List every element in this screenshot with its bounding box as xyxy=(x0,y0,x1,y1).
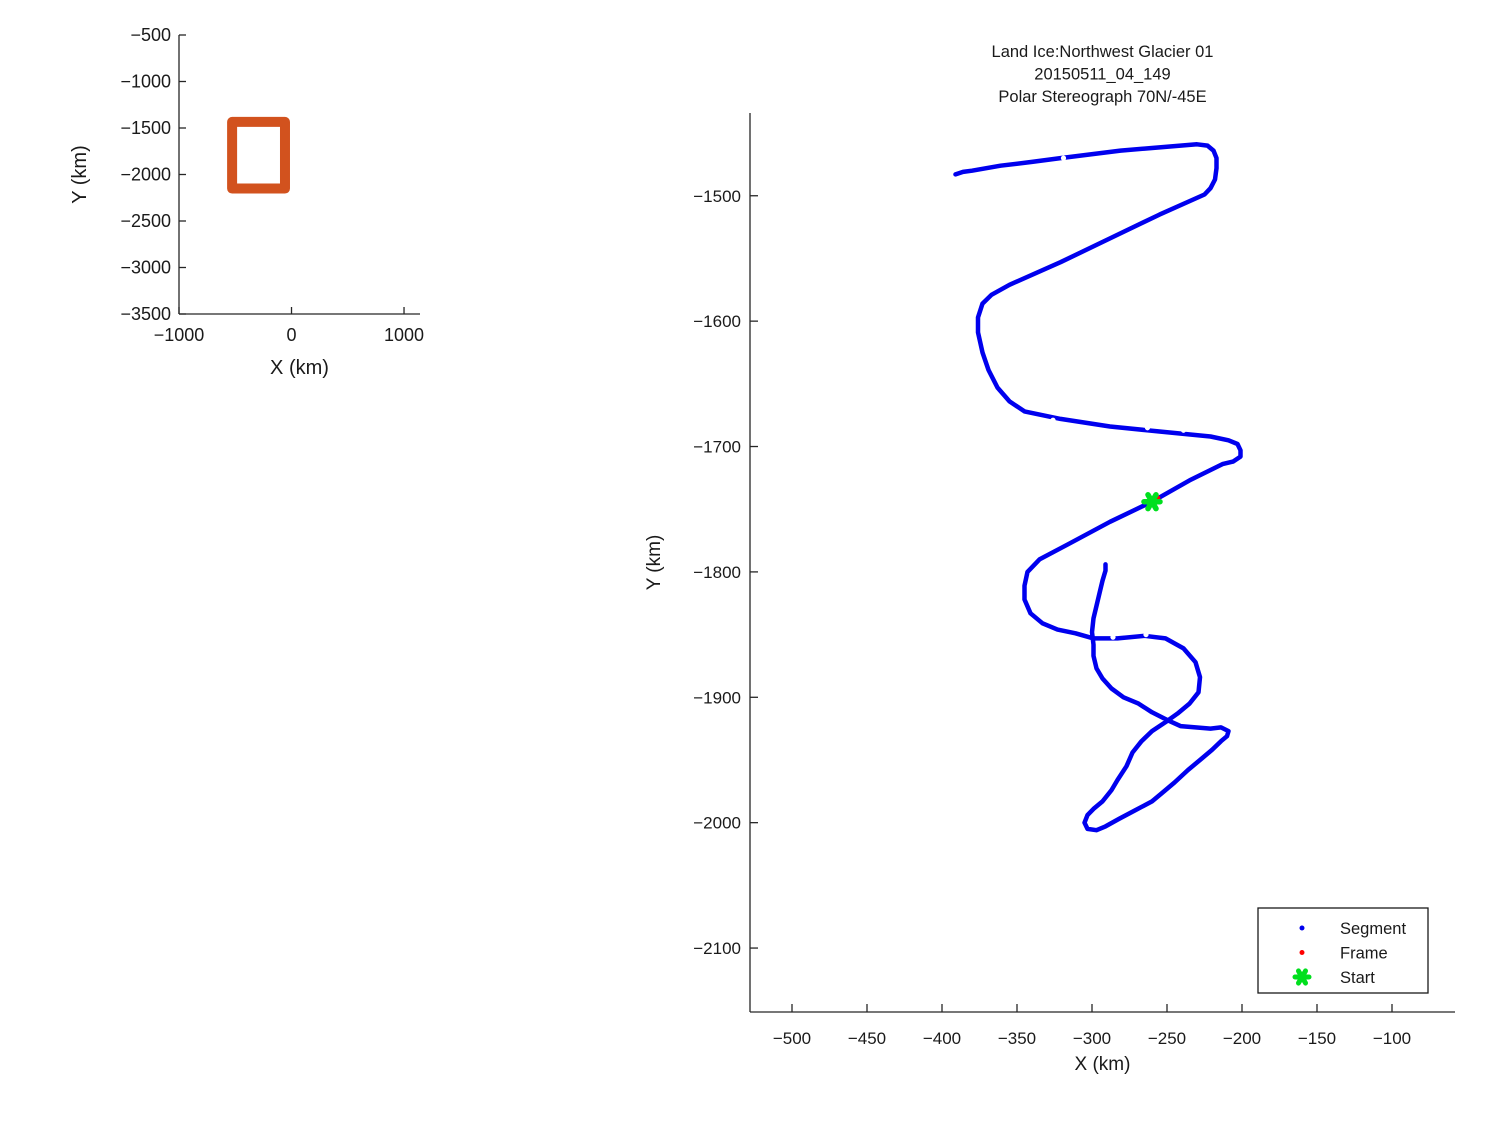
x-tick-label: −400 xyxy=(923,1029,961,1048)
x-tick-label: −200 xyxy=(1223,1029,1261,1048)
legend-marker-segment xyxy=(1299,925,1305,931)
legend-label-start: Start xyxy=(1340,969,1375,987)
y-tick-label: −2000 xyxy=(120,165,171,185)
y-axis-label: Y (km) xyxy=(644,535,665,591)
x-tick-label: −300 xyxy=(1073,1029,1111,1048)
y-tick-label: −2000 xyxy=(693,814,741,833)
y-tick-label: −1600 xyxy=(693,312,741,331)
y-tick-label: −500 xyxy=(130,25,171,45)
track-dash-gap xyxy=(1050,417,1056,423)
legend-marker-frame xyxy=(1299,950,1305,955)
x-tick-label: 1000 xyxy=(384,325,424,345)
x-tick-label: −150 xyxy=(1298,1029,1336,1048)
x-tick-label: −500 xyxy=(773,1029,811,1048)
start-marker xyxy=(1141,492,1163,512)
x-tick-label: −250 xyxy=(1148,1029,1186,1048)
x-axis-label: X (km) xyxy=(270,357,329,379)
legend-marker-start xyxy=(1292,968,1312,986)
y-axis-label: Y (km) xyxy=(69,145,91,204)
y-tick-label: −1000 xyxy=(120,72,171,92)
y-tick-label: −3000 xyxy=(120,258,171,278)
track-dash-gap xyxy=(1180,427,1187,433)
track-plot: −500 −450 −400 −350 −300 −250 −200 −150 −100 −150… xyxy=(644,43,1455,1075)
x-tick-label: −450 xyxy=(848,1029,886,1048)
track-dash-gap xyxy=(1110,634,1116,640)
y-tick-label: −2100 xyxy=(693,939,741,958)
y-tick-label: −3500 xyxy=(120,304,171,324)
x-axis-label: X (km) xyxy=(1075,1054,1131,1075)
y-tick-label: −1500 xyxy=(693,187,741,206)
legend-box xyxy=(1257,907,1429,994)
track-dash-gap xyxy=(1060,155,1067,161)
start-marker-stroke xyxy=(1145,492,1159,512)
legend: Segment Frame Start xyxy=(1257,907,1429,994)
track-dash-gap xyxy=(1144,425,1151,431)
x-tick-label: −100 xyxy=(1373,1029,1411,1048)
coverage-extent-rect xyxy=(227,116,290,194)
legend-label-segment: Segment xyxy=(1340,920,1406,938)
track-dash-gap xyxy=(1143,631,1149,638)
y-tick-label: −1800 xyxy=(693,563,741,582)
overview-plot: −1000 0 1000 −500 −1000 −1500 −2000 −2500 −3000 −… xyxy=(69,25,424,379)
legend-marker-start-stroke xyxy=(1296,968,1308,986)
x-tick-label: −350 xyxy=(998,1029,1036,1048)
chart-title-line-3: Polar Stereograph 70N/-45E xyxy=(998,88,1206,106)
y-tick-label: −1900 xyxy=(693,688,741,707)
y-tick-label: −1500 xyxy=(120,118,171,138)
chart-title-line-2: 20150511_04_149 xyxy=(1034,66,1170,84)
y-tick-label: −2500 xyxy=(120,211,171,231)
segment-track-path xyxy=(953,142,1243,833)
chart-title-line-1: Land Ice:Northwest Glacier 01 xyxy=(992,43,1214,61)
x-tick-label: 0 xyxy=(287,325,297,345)
y-tick-label: −1700 xyxy=(693,438,741,457)
legend-label-frame: Frame xyxy=(1340,945,1388,963)
x-tick-label: −1000 xyxy=(154,325,205,345)
